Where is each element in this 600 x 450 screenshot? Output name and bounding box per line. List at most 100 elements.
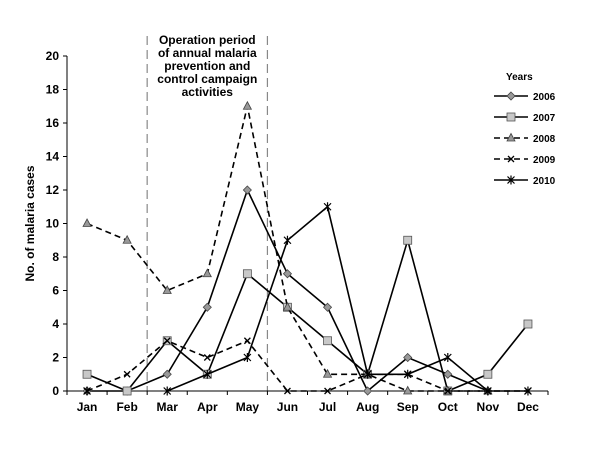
data-point-2007-feb [122, 386, 132, 396]
x-tick-label: Mar [157, 400, 179, 414]
series-line-2008 [86, 106, 488, 392]
x-tick-label: Sep [397, 400, 419, 414]
data-point-2008-apr [202, 268, 212, 278]
y-tick-label: 0 [52, 384, 59, 398]
legend-label: 2010 [533, 176, 556, 187]
data-point-2008-mar [162, 285, 172, 294]
data-point-2006-aug [363, 386, 373, 396]
annotation-line: of annual malaria [158, 46, 257, 60]
data-point-2008-jun [282, 301, 293, 311]
legend-marker [507, 155, 515, 163]
data-point-2010-apr [203, 369, 212, 379]
y-tick-label: 18 [46, 83, 60, 97]
data-point-2009-oct [444, 387, 452, 395]
x-tick-label: Dec [517, 400, 539, 414]
legend-label: 2009 [533, 155, 556, 166]
y-axis-title: No. of malaria cases [23, 165, 37, 281]
legend-item-2007: 2007 [494, 112, 556, 124]
data-point-2007-jul [323, 336, 332, 346]
series-layer [82, 100, 533, 396]
data-point-2010-mar [163, 386, 172, 396]
data-point-2010-nov [483, 386, 492, 396]
legend-item-2010: 2010 [494, 175, 556, 187]
data-point-2006-jun [282, 269, 293, 279]
legend-marker [506, 132, 516, 142]
data-point-2008-jul [322, 368, 333, 378]
legend-item-2006: 2006 [494, 91, 556, 103]
series-2008 [82, 100, 493, 395]
data-point-2006-may [242, 185, 252, 195]
legend-title: Years [506, 72, 533, 83]
y-tick-label: 16 [46, 116, 60, 130]
x-tick-label: Jul [319, 400, 336, 414]
data-point-2010-dec [524, 386, 532, 396]
data-point-2010-aug [363, 369, 372, 379]
y-tick-label: 6 [52, 284, 59, 298]
data-point-2006-jul [322, 302, 333, 312]
legend-marker [506, 91, 516, 101]
data-point-2008-jan [82, 218, 92, 227]
legend-item-2009: 2009 [494, 155, 556, 166]
y-tick-label: 4 [52, 317, 59, 331]
legend-marker [506, 112, 516, 122]
data-point-2010-oct [443, 353, 452, 362]
axes-layer: 0 2 4 6 8 10 12 14 16 18 20 Jan Feb Mar Apr May Jun Jul Au… [23, 49, 549, 414]
data-point-2006-sep [403, 352, 413, 363]
y-tick-label: 8 [52, 250, 59, 264]
y-tick-label: 14 [46, 150, 60, 164]
data-point-2009-mar [163, 337, 171, 345]
annotation-line: prevention and [164, 59, 250, 73]
data-point-2009-jun [283, 387, 291, 395]
data-point-2006-apr [202, 302, 212, 312]
series-2010 [83, 202, 532, 396]
annotation-line: activities [182, 85, 234, 99]
data-point-2008-feb [122, 234, 132, 244]
data-point-2007-may [242, 269, 252, 279]
annotation-line: Operation period [159, 33, 256, 47]
x-tick-label: Feb [116, 400, 137, 414]
x-tick-label: Oct [438, 400, 458, 414]
data-point-2009-may [243, 337, 251, 345]
data-point-2010-jan [83, 386, 91, 396]
x-tick-label: May [236, 400, 260, 414]
legend-label: 2007 [533, 113, 556, 124]
annotation-line: control campaign [157, 72, 257, 86]
data-point-2006-mar [162, 369, 172, 379]
series-2006 [82, 185, 493, 396]
legend-label: 2006 [533, 92, 556, 103]
data-point-2010-sep [403, 369, 412, 379]
data-point-2007-jan [82, 369, 92, 379]
data-point-2010-jul [323, 202, 332, 212]
data-point-2009-apr [203, 354, 211, 361]
data-point-2008-may [242, 100, 253, 110]
data-point-2010-may [243, 353, 252, 362]
y-tick-label: 2 [52, 351, 59, 365]
series-line-2010 [166, 205, 528, 392]
operation-period-annotation: Operation period of annual malaria prevent… [157, 33, 257, 99]
x-tick-label: Jan [77, 400, 98, 414]
annotation-layer: Operation period of annual malaria prevent… [146, 33, 269, 391]
x-tick-label: Jun [277, 400, 298, 414]
legend-marker [507, 175, 515, 185]
data-point-2008-sep [403, 385, 413, 395]
series-line-2007 [86, 237, 529, 393]
x-tick-label: Aug [356, 400, 379, 414]
data-point-2006-oct [443, 369, 453, 379]
data-point-2009-jul [324, 387, 332, 395]
data-point-2010-jun [283, 235, 292, 245]
series-line-2009 [86, 339, 528, 392]
y-tick-label: 12 [46, 183, 60, 197]
data-point-2007-nov [483, 369, 493, 379]
data-point-2007-dec [523, 319, 533, 329]
x-tick-label: Nov [477, 400, 500, 414]
data-point-2009-feb [123, 370, 131, 378]
legend-item-2008: 2008 [494, 132, 556, 145]
legend-label: 2008 [533, 134, 556, 145]
series-2009 [83, 337, 532, 395]
y-tick-label: 10 [46, 217, 60, 231]
y-tick-label: 20 [46, 49, 60, 63]
x-tick-label: Apr [197, 400, 218, 414]
data-point-2007-sep [403, 235, 413, 245]
